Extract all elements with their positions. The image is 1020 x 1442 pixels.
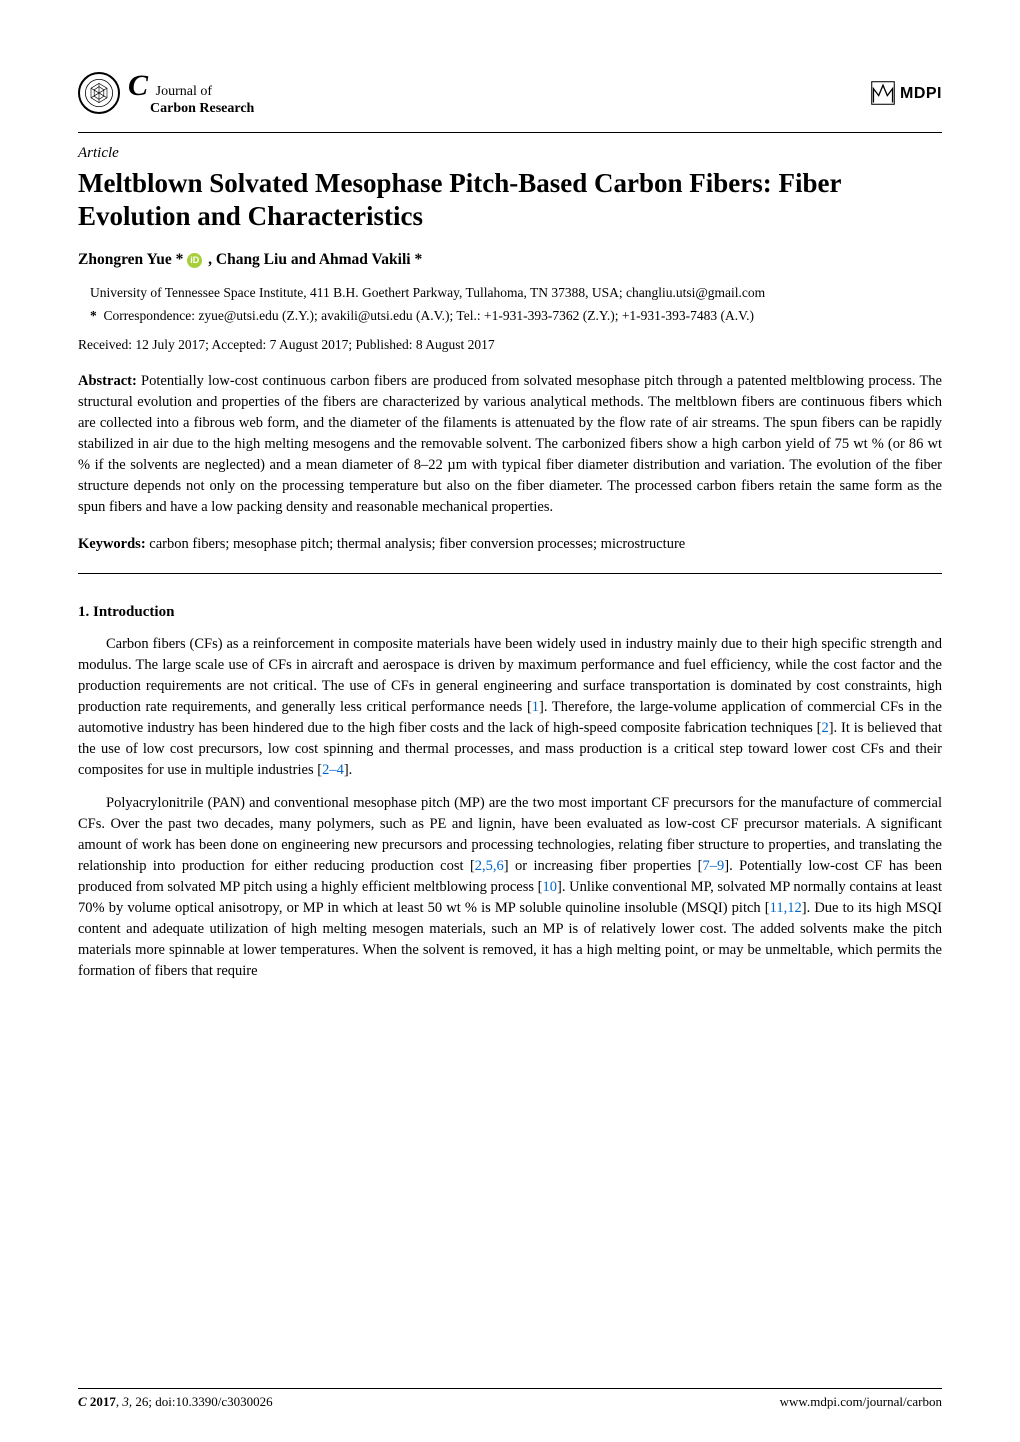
- footer-left: C 2017, 3, 26; doi:10.3390/c3030026: [78, 1393, 273, 1412]
- article-title: Meltblown Solvated Mesophase Pitch-Based…: [78, 167, 942, 233]
- ref-2-link[interactable]: 2: [821, 720, 828, 736]
- keywords-block: Keywords: carbon fibers; mesophase pitch…: [78, 534, 942, 555]
- ref-10-link[interactable]: 10: [543, 879, 558, 895]
- footer-right[interactable]: www.mdpi.com/journal/carbon: [780, 1393, 942, 1412]
- keywords-label: Keywords:: [78, 536, 146, 552]
- keywords-text: carbon fibers; mesophase pitch; thermal …: [149, 536, 685, 552]
- page-footer: C 2017, 3, 26; doi:10.3390/c3030026 www.…: [78, 1388, 942, 1412]
- orcid-icon[interactable]: iD: [187, 253, 202, 268]
- intro-paragraph-2: Polyacrylonitrile (PAN) and conventional…: [78, 793, 942, 982]
- authors-line: Zhongren Yue * iD , Chang Liu and Ahmad …: [78, 249, 942, 271]
- publisher-name: MDPI: [900, 82, 942, 105]
- affiliation-line: University of Tennessee Space Institute,…: [104, 283, 942, 303]
- ref-1-link[interactable]: 1: [532, 699, 539, 715]
- header-rule: [78, 132, 942, 133]
- journal-c-letter: C: [128, 69, 148, 102]
- ref-2-4-link[interactable]: 2–4: [322, 762, 344, 778]
- authors-text: Zhongren Yue * iD , Chang Liu and Ahmad …: [78, 251, 422, 268]
- intro-p2-b: ] or increasing fiber properties [: [504, 858, 703, 874]
- mdpi-icon: [870, 80, 896, 106]
- abstract-label: Abstract:: [78, 373, 137, 389]
- intro-paragraph-1: Carbon fibers (CFs) as a reinforcement i…: [78, 634, 942, 781]
- ref-11-12-link[interactable]: 11,12: [770, 900, 802, 916]
- pub-dates: Received: 12 July 2017; Accepted: 7 Augu…: [78, 335, 942, 355]
- footer-journal-C: C: [78, 1394, 90, 1409]
- intro-p1-d: ].: [344, 762, 352, 778]
- correspondence-line: * Correspondence: zyue@utsi.edu (Z.Y.); …: [104, 306, 942, 326]
- correspondence-star: *: [90, 308, 97, 323]
- abstract-text: Potentially low-cost continuous carbon f…: [78, 373, 942, 515]
- journal-line2: Carbon Research: [150, 102, 254, 117]
- journal-header: C Journal of Carbon Research MDPI: [78, 70, 942, 116]
- journal-title-block: C Journal of Carbon Research: [128, 70, 254, 116]
- footer-year: 2017: [90, 1394, 116, 1409]
- journal-line1: Journal of: [156, 84, 212, 99]
- affiliation-text: University of Tennessee Space Institute,…: [90, 285, 765, 300]
- article-type: Article: [78, 143, 942, 165]
- journal-logo-icon: [78, 72, 120, 114]
- abstract-rule: [78, 573, 942, 574]
- ref-7-9-link[interactable]: 7–9: [703, 858, 725, 874]
- abstract-block: Abstract: Potentially low-cost continuou…: [78, 371, 942, 518]
- journal-brand: C Journal of Carbon Research: [78, 70, 254, 116]
- footer-doi: , 26; doi:10.3390/c3030026: [129, 1394, 273, 1409]
- publisher-logo: MDPI: [870, 80, 942, 106]
- ref-256-link[interactable]: 2,5,6: [475, 858, 504, 874]
- section-intro-head: 1. Introduction: [78, 602, 942, 624]
- correspondence-text: Correspondence: zyue@utsi.edu (Z.Y.); av…: [104, 308, 755, 323]
